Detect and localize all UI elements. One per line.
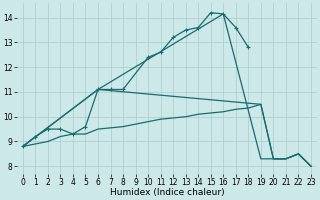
X-axis label: Humidex (Indice chaleur): Humidex (Indice chaleur) bbox=[109, 188, 224, 197]
